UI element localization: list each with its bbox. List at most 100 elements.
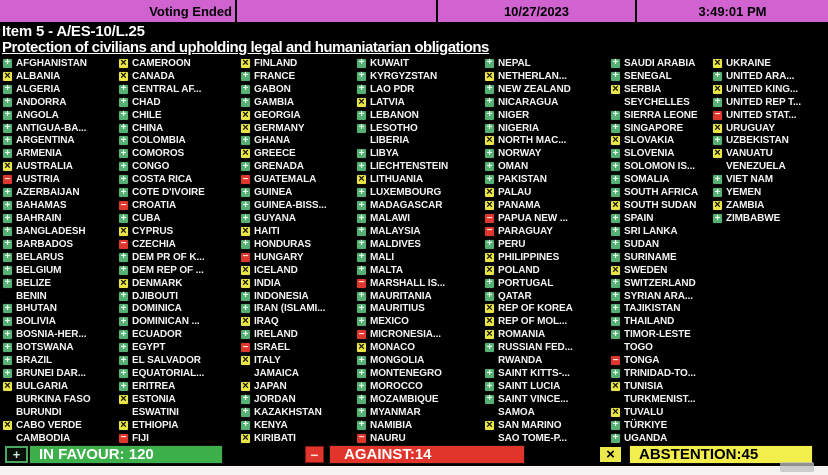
country-name: JAMAICA xyxy=(254,368,299,380)
abstain-x-icon: × xyxy=(599,446,622,463)
country-name: POLAND xyxy=(498,264,540,276)
vote-column-3: × FINLAND + FRANCE + GABON + GAMBIA × GEORGIA × GER… xyxy=(240,57,356,445)
country-row: + GUINEA xyxy=(240,186,356,199)
favour-plus-icon: + xyxy=(712,96,723,108)
country-row: + DEM PR OF K... xyxy=(118,251,240,264)
abstain-x-icon: × xyxy=(2,419,13,431)
country-name: ZAMBIA xyxy=(726,200,765,212)
favour-plus-icon: + xyxy=(240,303,251,315)
favour-plus-icon: + xyxy=(610,161,621,173)
abstain-x-icon: × xyxy=(484,303,495,315)
country-name: LEBANON xyxy=(370,109,419,121)
country-name: MOROCCO xyxy=(370,381,423,392)
country-row: + NAMIBIA xyxy=(356,419,484,432)
country-name: AUSTRIA xyxy=(16,174,60,186)
country-name: IRELAND xyxy=(254,329,298,341)
country-name: SAMOA xyxy=(498,406,535,418)
resolution-subtitle: Protection of civilians and upholding le… xyxy=(2,39,489,56)
country-row: + EQUATORIAL... xyxy=(118,367,240,380)
country-name: GUINEA-BISS... xyxy=(254,200,327,212)
country-row: × INDIA xyxy=(240,277,356,290)
country-name: UNITED STAT... xyxy=(726,109,797,121)
country-name: COMOROS xyxy=(132,148,185,160)
country-row: × REP OF KOREA xyxy=(484,303,610,316)
abstain-x-icon: × xyxy=(484,316,495,328)
country-row: × ALBANIA xyxy=(2,70,118,83)
voting-status: Voting Ended xyxy=(0,0,237,22)
country-name: BULGARIA xyxy=(16,381,68,392)
country-name: CONGO xyxy=(132,161,170,173)
abstain-x-icon: × xyxy=(240,148,251,160)
country-name: TUNISIA xyxy=(624,381,664,392)
country-row: × UKRAINE xyxy=(712,57,828,70)
country-name: ITALY xyxy=(254,355,281,367)
favour-plus-icon: + xyxy=(118,187,129,199)
favour-plus-icon: + xyxy=(610,225,621,237)
favour-plus-icon: + xyxy=(610,213,621,225)
country-row: × HAITI xyxy=(240,225,356,238)
country-row: × PHILIPPINES xyxy=(484,251,610,264)
abstain-x-icon: × xyxy=(118,277,129,289)
country-name: NAURU xyxy=(370,432,406,444)
favour-plus-icon: + xyxy=(2,264,13,276)
abstain-x-icon: × xyxy=(610,200,621,212)
country-name: LATVIA xyxy=(370,96,405,108)
country-name: DEM REP OF ... xyxy=(132,264,204,276)
country-name: OMAN xyxy=(498,161,529,173)
country-name: SAO TOME-P... xyxy=(498,432,567,444)
favour-plus-icon: + xyxy=(356,187,367,199)
country-name: GERMANY xyxy=(254,122,305,134)
favour-plus-icon: + xyxy=(610,303,621,315)
abstain-x-icon: × xyxy=(610,406,621,418)
country-row: BENIN xyxy=(2,290,118,303)
country-row: + SENEGAL xyxy=(610,70,712,83)
against-minus-icon: − xyxy=(356,277,367,289)
country-row: + EGYPT xyxy=(118,341,240,354)
country-name: BOTSWANA xyxy=(16,342,74,354)
country-name: UGANDA xyxy=(624,432,668,444)
favour-plus-icon: + xyxy=(2,225,13,237)
country-name: AZERBAIJAN xyxy=(16,187,80,199)
country-row: + UNITED REP T... xyxy=(712,96,828,109)
country-name: SERBIA xyxy=(624,83,662,95)
country-name: INDIA xyxy=(254,277,281,289)
abstain-x-icon: × xyxy=(118,225,129,237)
favour-plus-icon: + xyxy=(610,57,621,69)
country-name: ARGENTINA xyxy=(16,135,75,147)
favour-plus-icon: + xyxy=(240,213,251,225)
country-name: FRANCE xyxy=(254,70,296,82)
country-row: + OMAN xyxy=(484,160,610,173)
country-row: + SINGAPORE xyxy=(610,122,712,135)
favour-plus-icon: + xyxy=(118,342,129,354)
country-name: LESOTHO xyxy=(370,122,418,134)
country-name: KUWAIT xyxy=(370,57,409,69)
abstain-x-icon: × xyxy=(356,174,367,186)
country-row: + TRINIDAD-TO... xyxy=(610,367,712,380)
country-name: LIBYA xyxy=(370,148,399,160)
country-row: − PAPUA NEW ... xyxy=(484,212,610,225)
country-row: + NIGERIA xyxy=(484,122,610,135)
favour-plus-icon: + xyxy=(610,238,621,250)
country-name: CUBA xyxy=(132,213,161,225)
abstain-x-icon: × xyxy=(712,83,723,95)
country-name: SIERRA LEONE xyxy=(624,109,698,121)
country-row: + EL SALVADOR xyxy=(118,354,240,367)
country-name: TIMOR-LESTE xyxy=(624,329,691,341)
country-name: BHUTAN xyxy=(16,303,57,315)
country-name: NEPAL xyxy=(498,57,531,69)
country-name: BARBADOS xyxy=(16,238,73,250)
against-minus-icon: − xyxy=(305,446,324,463)
country-row: + COLOMBIA xyxy=(118,135,240,148)
country-row: + ERITREA xyxy=(118,380,240,393)
country-row: + BELGIUM xyxy=(2,264,118,277)
abstain-x-icon: × xyxy=(2,161,13,173)
favour-plus-icon: + xyxy=(484,96,495,108)
favour-plus-icon: + xyxy=(240,70,251,82)
favour-plus-icon: + xyxy=(356,213,367,225)
abstain-x-icon: × xyxy=(712,122,723,134)
vote-summary-bar: + IN FAVOUR: 120 − AGAINST:14 × ABSTENTI… xyxy=(0,444,828,465)
country-name: MALAWI xyxy=(370,213,410,225)
country-row: + ANTIGUA-BA... xyxy=(2,122,118,135)
country-row: + GRENADA xyxy=(240,160,356,173)
country-name: ESWATINI xyxy=(132,406,179,418)
